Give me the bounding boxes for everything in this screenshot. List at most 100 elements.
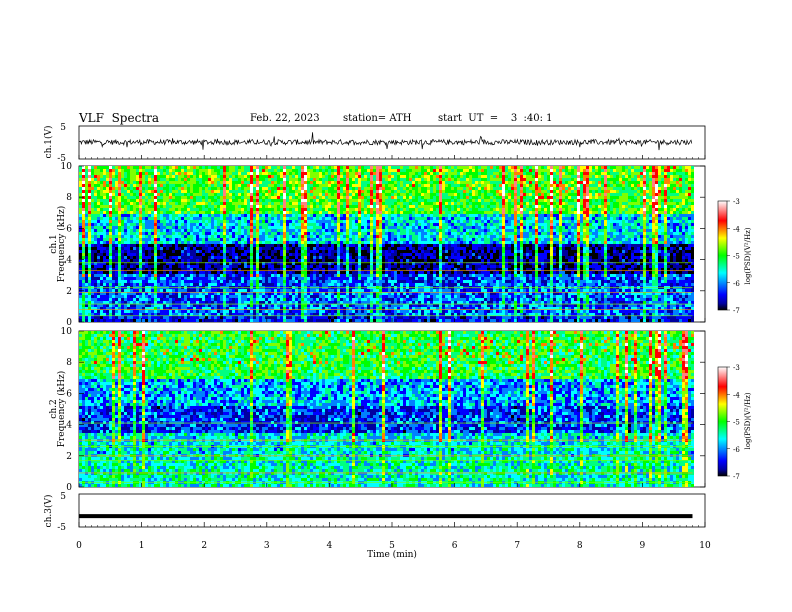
spectrogram-cell	[235, 193, 238, 196]
spectrogram-cell	[196, 196, 199, 199]
spectrogram-cell	[589, 190, 592, 193]
spectrogram-cell	[673, 202, 676, 205]
spectrogram-cell	[688, 172, 691, 175]
spectrogram-cell	[244, 187, 247, 190]
spectrogram-cell	[181, 211, 184, 214]
spectrogram-cell	[235, 196, 238, 199]
spectrogram-cell	[229, 220, 232, 223]
spectrogram-cell	[160, 196, 163, 199]
spectrogram-cell	[187, 217, 190, 220]
spectrogram-cell	[631, 175, 634, 178]
spectrogram-cell	[211, 211, 214, 214]
spectrogram-cell	[292, 214, 295, 217]
spectrogram-cell	[220, 208, 223, 211]
spectrogram-cell	[421, 205, 424, 208]
spectrogram-cell	[130, 193, 133, 196]
spectrogram-cell	[397, 208, 400, 211]
spectrogram-cell	[679, 172, 682, 175]
spectrogram-cell	[487, 202, 490, 205]
spectrogram-cell	[685, 211, 688, 214]
spectrogram-cell	[412, 190, 415, 193]
spectrogram-cell	[649, 202, 652, 205]
spectrogram-cell	[91, 229, 94, 232]
spectrogram-cell	[652, 166, 655, 169]
spectrogram-cell	[310, 181, 313, 184]
spectrogram-cell	[571, 196, 574, 199]
spectrogram-cell	[364, 184, 367, 187]
spectrogram-cell	[181, 187, 184, 190]
spectrogram-cell	[157, 205, 160, 208]
spectrogram-cell	[193, 193, 196, 196]
spectrogram-cell	[160, 193, 163, 196]
spectrogram-cell	[367, 214, 370, 217]
spectrogram-cell	[130, 235, 133, 238]
spectrogram-cell	[508, 175, 511, 178]
spectrogram-cell	[469, 181, 472, 184]
spectrogram-cell	[187, 172, 190, 175]
spectrogram-cell	[496, 205, 499, 208]
spectrogram-cell	[352, 214, 355, 217]
spectrogram-cell	[100, 187, 103, 190]
spectrogram-cell	[559, 214, 562, 217]
spectrogram-cell	[427, 229, 430, 232]
spectrogram-cell	[517, 211, 520, 214]
spectrogram-cell	[181, 205, 184, 208]
spectrogram-cell	[280, 196, 283, 199]
spectrogram-cell	[322, 181, 325, 184]
spectrogram-cell	[349, 214, 352, 217]
spectrogram-cell	[103, 172, 106, 175]
spectrogram-cell	[655, 196, 658, 199]
spectrogram-cell	[691, 181, 694, 184]
spectrogram-cell	[205, 211, 208, 214]
spectrogram-cell	[205, 214, 208, 217]
spectrogram-cell	[238, 214, 241, 217]
spectrogram-cell	[565, 223, 568, 226]
spectrogram-cell	[385, 199, 388, 202]
spectrogram-cell	[205, 172, 208, 175]
spectrogram-cell	[580, 175, 583, 178]
spectrogram-cell	[490, 166, 493, 169]
spectrogram-cell	[667, 190, 670, 193]
spectrogram-cell	[142, 172, 145, 175]
spectrogram-cell	[427, 232, 430, 235]
spectrogram-cell	[355, 169, 358, 172]
spectrogram-cell	[580, 166, 583, 169]
spectrogram-cell	[301, 190, 304, 193]
spectrogram-cell	[460, 220, 463, 223]
spectrogram-cell	[307, 214, 310, 217]
spectrogram-cell	[577, 181, 580, 184]
spectrogram-cell	[538, 190, 541, 193]
spectrogram-cell	[559, 226, 562, 229]
spectrogram-cell	[409, 169, 412, 172]
spectrogram-cell	[487, 196, 490, 199]
spectrogram-cell	[466, 223, 469, 226]
spectrogram-cell	[289, 178, 292, 181]
spectrogram-cell	[472, 169, 475, 172]
spectrogram-cell	[454, 190, 457, 193]
spectrogram-cell	[526, 187, 529, 190]
spectrogram-cell	[469, 205, 472, 208]
spectrogram-cell	[448, 220, 451, 223]
spectrogram-cell	[589, 184, 592, 187]
spectrogram-cell	[691, 175, 694, 178]
spectrogram-cell	[247, 205, 250, 208]
spectrogram-cell	[253, 178, 256, 181]
spectrogram-cell	[211, 238, 214, 241]
spectrogram-cell	[571, 202, 574, 205]
spectrogram-cell	[343, 169, 346, 172]
spectrogram-cell	[532, 226, 535, 229]
spectrogram-cell	[664, 172, 667, 175]
spectrogram-cell	[280, 187, 283, 190]
spectrogram-cell	[217, 166, 220, 169]
spectrogram-cell	[283, 211, 286, 214]
spectrogram-cell	[406, 205, 409, 208]
spectrogram-cell	[589, 205, 592, 208]
spectrogram-cell	[94, 232, 97, 235]
spectrogram-cell	[544, 190, 547, 193]
spectrogram-cell	[400, 172, 403, 175]
spectrogram-cell	[403, 217, 406, 220]
spectrogram-cell	[301, 193, 304, 196]
spectrogram-cell	[613, 217, 616, 220]
spectrogram-cell	[118, 166, 121, 169]
spectrogram-cell	[220, 199, 223, 202]
